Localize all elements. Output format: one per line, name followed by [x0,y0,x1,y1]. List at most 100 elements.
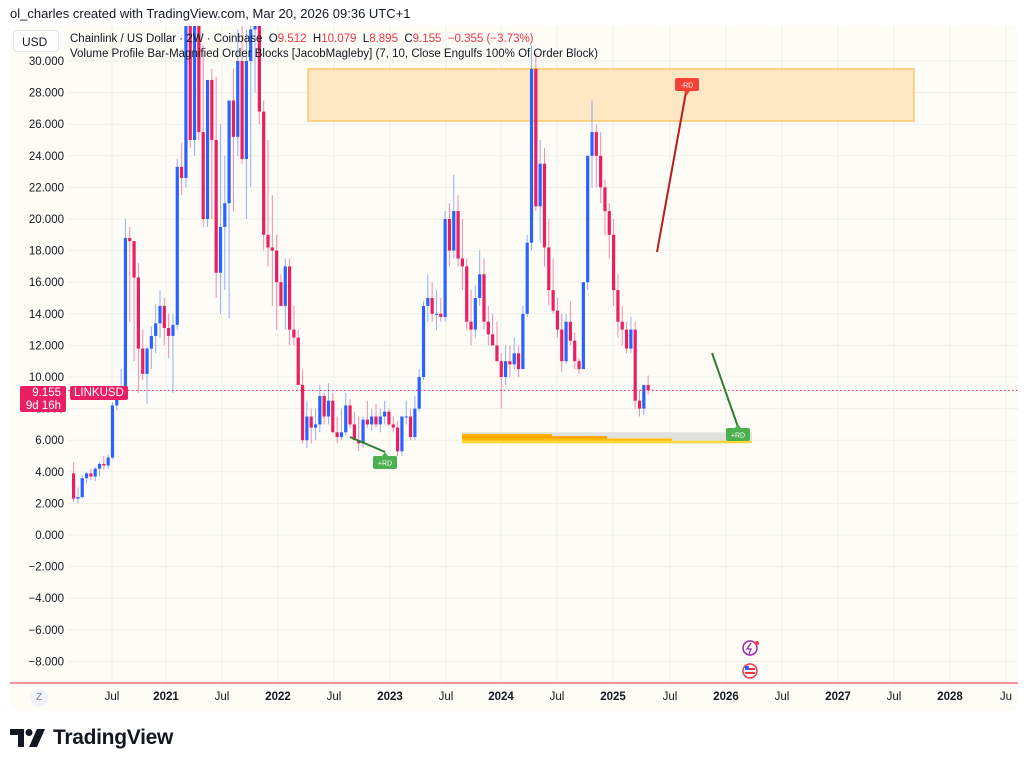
candle-body[interactable] [270,247,274,251]
candle-body[interactable] [616,290,620,322]
candle-body[interactable] [396,427,400,452]
candle-body[interactable] [443,219,447,317]
candle-body[interactable] [534,68,538,207]
candle-body[interactable] [633,329,637,401]
candle-body[interactable] [495,345,499,362]
time-axis-reset-button[interactable]: Z [30,689,48,707]
candle-body[interactable] [257,26,261,112]
candle-body[interactable] [89,473,93,477]
candle-body[interactable] [188,26,192,141]
candle-body[interactable] [387,411,391,425]
candle-body[interactable] [279,282,283,306]
candle-body[interactable] [76,497,80,499]
candle-body[interactable] [646,384,650,391]
candle-body[interactable] [326,400,331,417]
candle-body[interactable] [573,340,577,362]
candle-body[interactable] [244,61,248,159]
candle-body[interactable] [504,361,508,377]
candle-body[interactable] [344,405,348,433]
candle-body[interactable] [162,305,166,329]
candle-body[interactable] [400,416,404,452]
candlestick-chart[interactable]: 30.000 28.000 26.000 24.000 22.000 20.000 18.0… [10,26,1018,710]
candle-body[interactable] [508,361,512,365]
candle-body[interactable] [205,79,210,220]
candle-body[interactable] [404,416,408,418]
candle-body[interactable] [542,163,547,248]
candle-body[interactable] [525,242,529,314]
candle-body[interactable] [106,457,110,466]
candle-body[interactable] [197,26,201,133]
candle-body[interactable] [223,203,227,227]
candle-body[interactable] [339,432,344,438]
candle-body[interactable] [313,424,318,428]
candle-body[interactable] [486,321,490,335]
candle-body[interactable] [434,313,439,315]
candle-body[interactable] [482,274,486,322]
candle-body[interactable] [465,266,469,322]
candle-body[interactable] [309,416,313,428]
candle-body[interactable] [447,219,452,251]
candle-body[interactable] [529,68,534,243]
signal-label[interactable] [675,78,699,91]
candle-body[interactable] [629,329,633,349]
candle-body[interactable] [305,416,309,441]
candle-body[interactable] [149,335,153,349]
candle-body[interactable] [292,329,296,338]
candle-body[interactable] [262,111,266,235]
candle-body[interactable] [413,408,417,438]
candle-body[interactable] [93,468,97,477]
candle-body[interactable] [72,473,76,499]
candle-body[interactable] [370,416,374,425]
candle-body[interactable] [491,334,495,346]
candle-body[interactable] [590,132,594,156]
candle-body[interactable] [560,329,564,362]
candle-body[interactable] [637,400,642,409]
candle-body[interactable] [175,166,179,325]
candle-body[interactable] [439,313,443,317]
candle-body[interactable] [581,282,585,370]
candle-body[interactable] [391,424,395,428]
candle-body[interactable] [348,405,352,425]
candle-body[interactable] [478,274,482,298]
candle-body[interactable] [460,258,464,267]
currency-button[interactable]: USD [13,30,59,52]
candle-body[interactable] [128,237,132,242]
candle-body[interactable] [322,395,326,417]
candle-body[interactable] [97,463,102,469]
candle-body[interactable] [421,305,426,377]
candle-body[interactable] [538,163,542,207]
candle-body[interactable] [555,310,560,330]
candle-body[interactable] [586,155,590,283]
candle-body[interactable] [417,377,421,409]
ai-lightning-icon[interactable] [742,640,758,656]
candle-body[interactable] [607,211,611,235]
candle-body[interactable] [110,405,115,458]
candle-body[interactable] [300,384,305,441]
candle-body[interactable] [383,411,387,417]
candle-body[interactable] [624,329,629,349]
candle-body[interactable] [516,353,521,370]
candle-body[interactable] [184,26,188,178]
signal-label[interactable] [726,428,750,441]
candle-body[interactable] [331,400,335,433]
candle-body[interactable] [275,250,279,283]
candle-body[interactable] [365,419,369,425]
chart-pane[interactable]: 30.000 28.000 26.000 24.000 22.000 20.000 18.0… [10,26,1018,710]
candle-body[interactable] [171,324,175,336]
candle-body[interactable] [145,348,149,374]
candle-body[interactable] [192,26,197,140]
candle-body[interactable] [378,416,382,425]
candle-body[interactable] [521,313,525,370]
candle-body[interactable] [240,61,244,159]
candle-body[interactable] [452,211,456,251]
candle-body[interactable] [469,321,473,330]
candle-body[interactable] [102,463,106,466]
candle-body[interactable] [564,321,568,362]
candle-body[interactable] [80,478,84,498]
candle-body[interactable] [499,361,503,377]
candle-body[interactable] [167,328,171,336]
candle-body[interactable] [132,241,136,278]
candle-body[interactable] [236,61,240,137]
candle-body[interactable] [512,353,516,365]
candle-body[interactable] [201,132,205,219]
